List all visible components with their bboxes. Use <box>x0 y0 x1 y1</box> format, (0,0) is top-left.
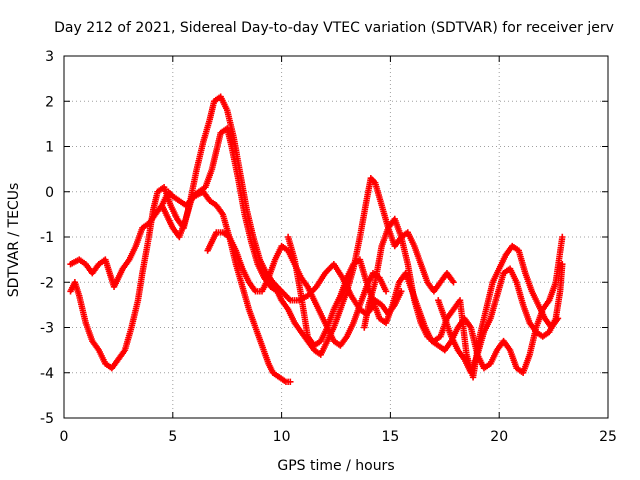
axis-ticks: 0 5 10 15 20 25 -5 -4 -3 -2 -1 0 1 2 3 <box>40 49 617 445</box>
data-point <box>559 260 566 268</box>
y-tick-label: 1 <box>45 140 54 156</box>
y-tick-label: 2 <box>45 94 54 110</box>
y-tick-label: -1 <box>40 230 54 246</box>
y-tick-label: -4 <box>40 366 54 382</box>
x-tick-label: 5 <box>168 429 177 445</box>
y-axis-label: SDTVAR / TECUs <box>6 183 22 298</box>
chart-title: Day 212 of 2021, Sidereal Day-to-day VTE… <box>54 20 614 36</box>
y-tick-label: 3 <box>45 49 54 65</box>
data-marks <box>67 93 566 385</box>
y-tick-label: -5 <box>40 411 54 427</box>
x-tick-label: 25 <box>599 429 617 445</box>
series-track-7 <box>435 260 566 376</box>
data-point <box>450 279 457 286</box>
x-tick-label: 15 <box>381 429 399 445</box>
y-tick-label: -3 <box>40 321 54 337</box>
x-tick-label: 0 <box>60 429 69 445</box>
series-track-2 <box>67 93 405 372</box>
data-point <box>382 288 390 295</box>
data-point <box>398 288 405 295</box>
x-tick-label: 10 <box>273 429 291 445</box>
data-point <box>287 378 294 385</box>
x-tick-label: 20 <box>490 429 508 445</box>
data-point <box>559 233 566 241</box>
y-tick-label: 0 <box>45 185 54 201</box>
x-axis-label: GPS time / hours <box>277 458 394 474</box>
y-tick-label: -2 <box>40 275 54 291</box>
